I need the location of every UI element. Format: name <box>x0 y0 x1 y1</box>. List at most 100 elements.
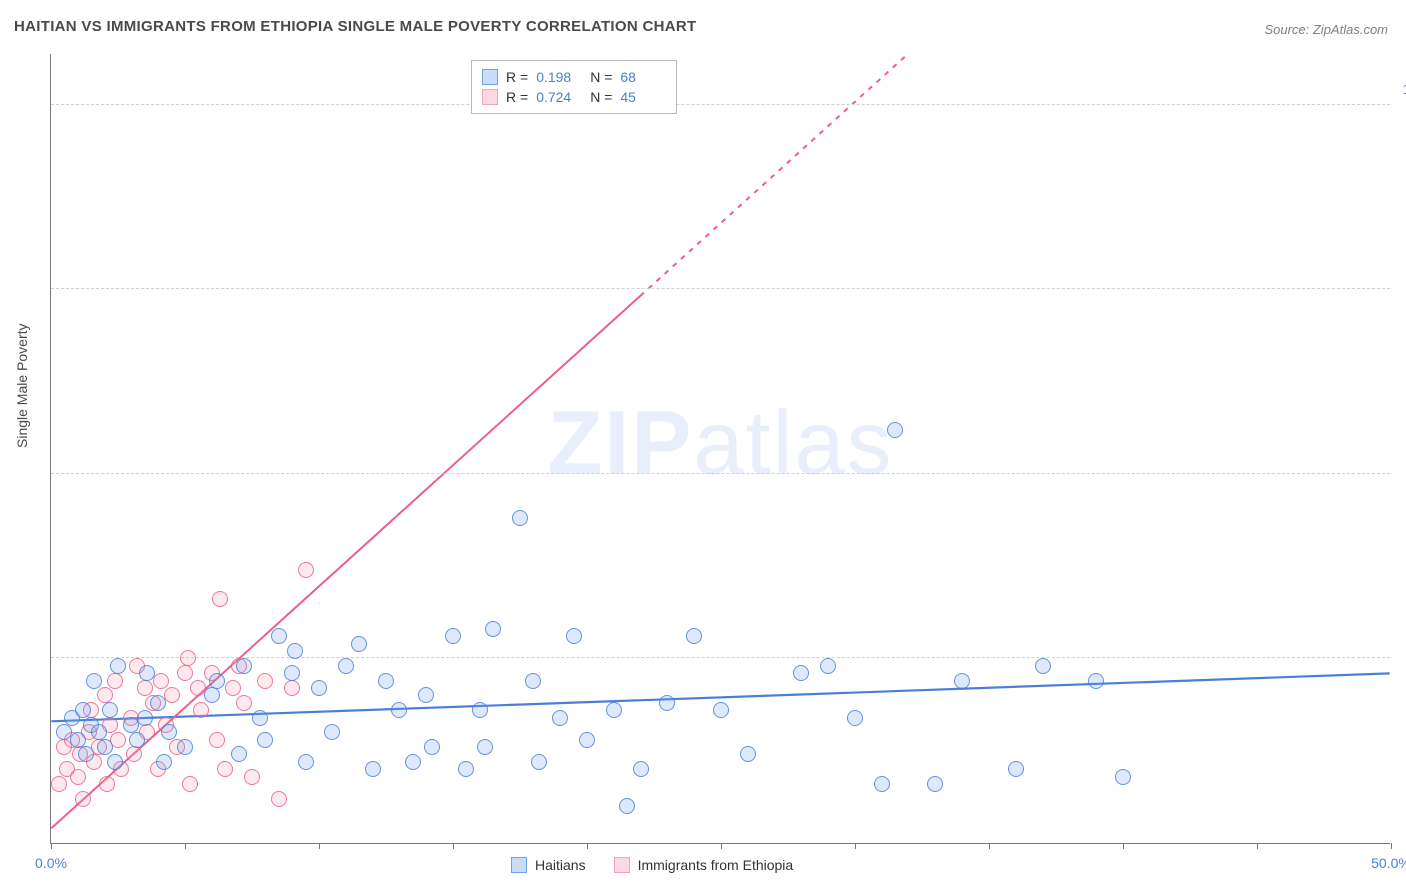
data-point <box>874 776 890 792</box>
data-point <box>75 702 91 718</box>
gridline <box>51 473 1390 474</box>
data-point <box>458 761 474 777</box>
data-point <box>236 695 252 711</box>
scatter-plot: ZIPatlas R =0.198N =68R =0.724N =45 Hait… <box>50 54 1390 844</box>
n-label: N = <box>590 69 612 85</box>
data-point <box>107 673 123 689</box>
legend-swatch <box>482 69 498 85</box>
data-point <box>472 702 488 718</box>
data-point <box>225 680 241 696</box>
data-point <box>512 510 528 526</box>
data-point <box>137 680 153 696</box>
gridline <box>51 657 1390 658</box>
data-point <box>1088 673 1104 689</box>
data-point <box>129 732 145 748</box>
data-point <box>298 754 314 770</box>
x-tick <box>319 843 320 849</box>
legend-label: Immigrants from Ethiopia <box>638 857 794 873</box>
trend-line <box>640 54 908 296</box>
data-point <box>740 746 756 762</box>
stats-legend: R = 0.198 N = 68 R = 0.724 N = 45 <box>471 60 677 114</box>
data-point <box>686 628 702 644</box>
gridline <box>51 288 1390 289</box>
data-point <box>252 710 268 726</box>
data-point <box>606 702 622 718</box>
data-point <box>552 710 568 726</box>
x-tick-label: 50.0% <box>1371 855 1406 871</box>
data-point <box>271 628 287 644</box>
data-point <box>713 702 729 718</box>
data-point <box>927 776 943 792</box>
data-point <box>847 710 863 726</box>
x-tick <box>587 843 588 849</box>
data-point <box>161 724 177 740</box>
r-value: 0.724 <box>536 89 582 105</box>
legend-swatch <box>614 857 630 873</box>
data-point <box>271 791 287 807</box>
r-label: R = <box>506 69 528 85</box>
data-point <box>351 636 367 652</box>
data-point <box>405 754 421 770</box>
data-point <box>110 658 126 674</box>
y-tick-label: 100.0% <box>1403 81 1406 97</box>
data-point <box>70 732 86 748</box>
data-point <box>338 658 354 674</box>
x-tick <box>721 843 722 849</box>
series-legend: HaitiansImmigrants from Ethiopia <box>511 857 793 873</box>
data-point <box>107 754 123 770</box>
data-point <box>445 628 461 644</box>
data-point <box>97 739 113 755</box>
watermark: ZIPatlas <box>547 392 893 495</box>
data-point <box>1115 769 1131 785</box>
data-point <box>619 798 635 814</box>
data-point <box>244 769 260 785</box>
data-point <box>424 739 440 755</box>
r-value: 0.198 <box>536 69 582 85</box>
data-point <box>378 673 394 689</box>
n-value: 45 <box>620 89 666 105</box>
data-point <box>287 643 303 659</box>
data-point <box>97 687 113 703</box>
x-tick <box>1391 843 1392 849</box>
y-axis-label: Single Male Poverty <box>14 323 30 448</box>
data-point <box>477 739 493 755</box>
n-value: 68 <box>620 69 666 85</box>
data-point <box>70 769 86 785</box>
n-label: N = <box>590 89 612 105</box>
data-point <box>217 761 233 777</box>
trend-lines <box>51 54 1390 843</box>
data-point <box>102 702 118 718</box>
data-point <box>212 591 228 607</box>
data-point <box>365 761 381 777</box>
watermark-zip: ZIP <box>547 393 693 493</box>
data-point <box>78 746 94 762</box>
x-tick <box>51 843 52 849</box>
data-point <box>257 673 273 689</box>
data-point <box>139 665 155 681</box>
data-point <box>311 680 327 696</box>
x-tick <box>453 843 454 849</box>
watermark-atlas: atlas <box>693 393 893 493</box>
data-point <box>150 695 166 711</box>
data-point <box>298 562 314 578</box>
data-point <box>579 732 595 748</box>
chart-title: HAITIAN VS IMMIGRANTS FROM ETHIOPIA SING… <box>14 18 696 35</box>
data-point <box>236 658 252 674</box>
data-point <box>137 710 153 726</box>
data-point <box>180 650 196 666</box>
data-point <box>177 739 193 755</box>
r-label: R = <box>506 89 528 105</box>
data-point <box>659 695 675 711</box>
stats-row: R = 0.724 N = 45 <box>482 87 666 107</box>
data-point <box>1035 658 1051 674</box>
stats-row: R = 0.198 N = 68 <box>482 67 666 87</box>
legend-swatch <box>511 857 527 873</box>
data-point <box>284 680 300 696</box>
data-point <box>156 754 172 770</box>
data-point <box>391 702 407 718</box>
data-point <box>51 776 67 792</box>
data-point <box>485 621 501 637</box>
data-point <box>324 724 340 740</box>
legend-swatch <box>482 89 498 105</box>
x-tick <box>989 843 990 849</box>
